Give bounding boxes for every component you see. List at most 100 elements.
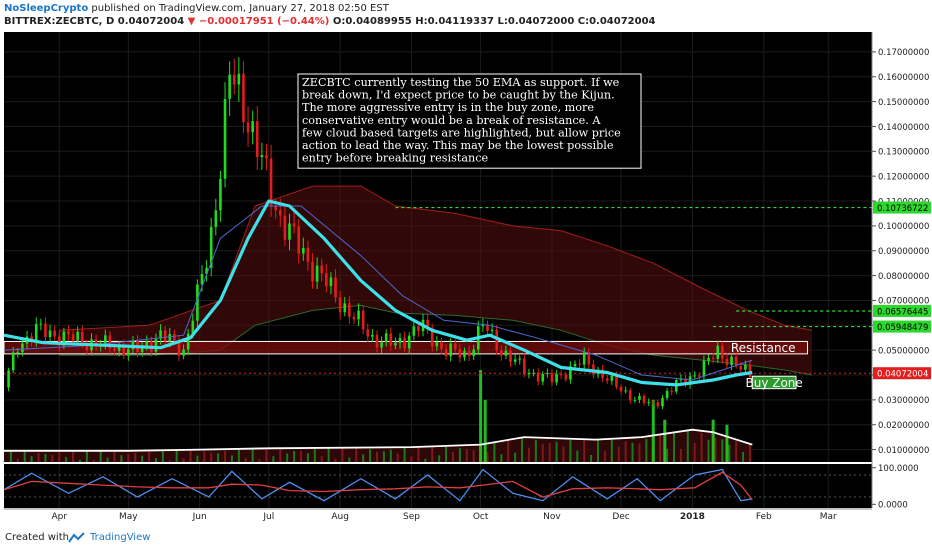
volume-spike	[479, 370, 483, 462]
candle-body	[739, 365, 743, 370]
candle-body	[734, 356, 738, 366]
candle-body	[361, 310, 365, 330]
candle-body	[113, 348, 116, 351]
tradingview-brand[interactable]: TradingView	[90, 532, 151, 543]
volume-bar	[362, 454, 365, 462]
volume-bar	[251, 448, 254, 462]
candle-body	[104, 335, 107, 346]
candle-body	[698, 375, 701, 377]
stoch-tick-label: 0.0000	[878, 501, 908, 511]
candle-body	[334, 277, 337, 298]
candle-body	[633, 399, 637, 401]
candle-body	[269, 158, 273, 206]
y-tick-label: 0.09000000	[878, 247, 929, 257]
buy-zone[interactable]	[751, 375, 797, 390]
volume-bar	[714, 437, 717, 462]
candle-body	[352, 316, 356, 320]
candle-body	[168, 334, 172, 342]
volume-bar	[451, 451, 454, 462]
candle-body	[748, 364, 752, 377]
chart-header: NoSleepCrypto published on TradingView.c…	[0, 0, 932, 30]
candle-body	[430, 327, 434, 347]
last-price: 0.04072004	[117, 16, 185, 27]
candle-body	[209, 226, 213, 268]
created-with-label: Created with	[5, 532, 69, 543]
candle-body	[288, 223, 291, 240]
stoch-panel-background	[4, 464, 872, 508]
volume-bar	[30, 456, 33, 462]
x-tick-label: Feb	[756, 512, 772, 522]
volume-bar	[555, 441, 558, 462]
candle-body	[265, 155, 268, 159]
candle-body	[85, 343, 89, 351]
volume-bar	[438, 455, 441, 462]
volume-bar	[548, 442, 551, 462]
volume-bar	[196, 455, 199, 462]
candle-body	[251, 121, 254, 133]
x-tick-label: Sep	[403, 512, 420, 522]
volume-bar	[500, 454, 503, 462]
candle-body	[246, 122, 250, 133]
candle-body	[48, 330, 52, 338]
candle-body	[398, 337, 402, 343]
volume-bar	[486, 452, 489, 462]
candle-body	[403, 337, 406, 349]
symbol-line: BITTREX:ZECBTC, D 0.04072004 ▼ −0.000179…	[4, 16, 656, 27]
volume-bar	[127, 453, 130, 462]
candle-body	[237, 73, 241, 85]
volume-bar	[217, 453, 220, 462]
volume-bar	[631, 442, 634, 462]
candle-body	[191, 320, 195, 334]
volume-bar	[3, 461, 5, 462]
candle-body	[453, 343, 457, 350]
candle-body	[320, 265, 324, 274]
candle-body	[228, 74, 231, 99]
volume-bar	[293, 451, 296, 462]
candle-body	[444, 349, 448, 357]
x-tick-label: Oct	[473, 512, 489, 522]
volume-bar	[410, 456, 413, 462]
candle-body	[711, 357, 715, 359]
volume-bar	[624, 441, 627, 462]
volume-bar	[375, 451, 378, 462]
candle-body	[186, 333, 190, 350]
annotation-line: entry before breaking resistance	[302, 152, 488, 165]
candle-body	[592, 364, 595, 375]
candle-body	[366, 329, 370, 337]
volume-bar	[23, 451, 26, 462]
volume-bar	[445, 446, 448, 462]
tradingview-logo-icon	[68, 532, 85, 543]
target-price-tag	[873, 201, 931, 214]
candle-body	[302, 247, 305, 254]
volume-bar	[700, 433, 703, 462]
stoch-tick-label: 100.0000	[878, 464, 919, 474]
candle-body	[702, 360, 706, 377]
y-tick-label: 0.13000000	[878, 148, 929, 158]
volume-bar	[99, 451, 102, 462]
annotation-line: action to lead the way. This may be the …	[302, 139, 614, 152]
candle-body	[34, 324, 38, 342]
x-tick-label: Apr	[51, 512, 67, 522]
target-price-tag	[873, 304, 931, 317]
ohlc-values: O:0.04089955 H:0.04119337 L:0.04072000 C…	[332, 16, 656, 27]
candle-body	[371, 334, 374, 337]
volume-bar	[51, 454, 54, 462]
annotation-box[interactable]	[297, 73, 642, 169]
candle-body	[500, 350, 503, 356]
volume-bar	[728, 444, 731, 462]
candle-body	[417, 326, 420, 332]
candle-body	[108, 335, 112, 349]
candle-body	[127, 349, 130, 356]
volume-bar	[603, 451, 606, 462]
candle-body	[573, 363, 577, 367]
volume-bar	[65, 457, 68, 462]
candle-body	[619, 386, 623, 392]
volume-bar	[645, 438, 648, 462]
volume-bar	[203, 451, 206, 462]
candle-body	[578, 363, 581, 365]
volume-bar	[175, 450, 178, 462]
volume-bar	[679, 448, 682, 462]
author-name[interactable]: NoSleepCrypto	[4, 3, 89, 14]
price-chart[interactable]: Buy Zone Resistance ZECBTC currently testi…	[0, 30, 932, 527]
volume-bar	[541, 444, 544, 462]
